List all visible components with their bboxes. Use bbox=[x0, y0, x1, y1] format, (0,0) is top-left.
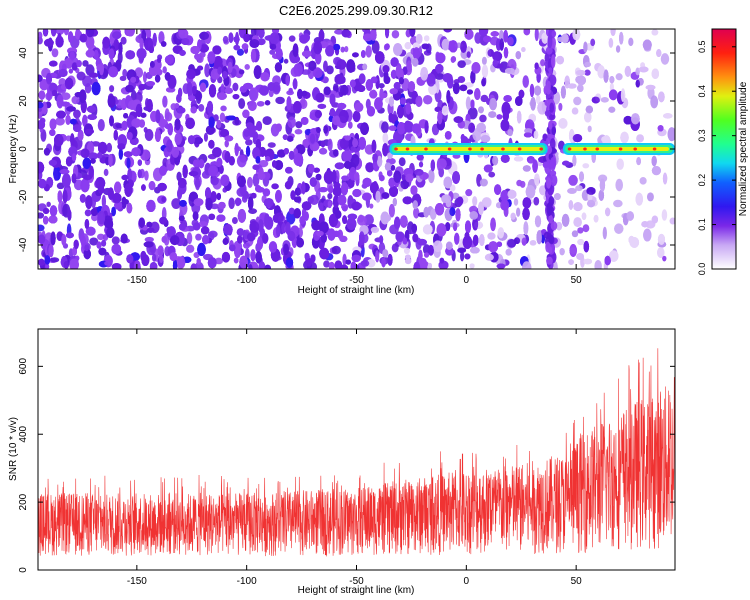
spectrogram-y-tick-label: -40 bbox=[18, 237, 29, 252]
snr-x-tick-label: 0 bbox=[464, 576, 470, 587]
signal-band-peak bbox=[501, 147, 505, 151]
colorbar-tick-label: 0.1 bbox=[697, 218, 707, 231]
signal-band bbox=[389, 143, 675, 155]
snr-x-label: Height of straight line (km) bbox=[298, 585, 415, 596]
snr-series-line bbox=[38, 348, 675, 557]
signal-band-peak bbox=[447, 147, 452, 151]
colorbar-label: Normalized spectral amplitude bbox=[738, 81, 749, 216]
signal-band-peak bbox=[567, 147, 572, 151]
spectrogram-x-tick-label: -100 bbox=[237, 275, 257, 286]
spectrogram-y-label: Frequency (Hz) bbox=[8, 115, 19, 184]
signal-band-peak bbox=[618, 147, 623, 151]
snr-x-tick-label: -50 bbox=[349, 576, 364, 587]
snr-y-ticks: 0 200 400 600 bbox=[18, 358, 675, 573]
signal-band-peak bbox=[468, 147, 472, 151]
spectrogram-y-tick-label: 20 bbox=[18, 95, 29, 107]
snr-y-label: SNR (10 * v/v) bbox=[8, 417, 19, 481]
spectrogram-x-label: Height of straight line (km) bbox=[298, 285, 415, 296]
spectrogram-panel: -150 -100 -50 0 50 -40 -20 0 20 40 Height of str… bbox=[8, 28, 676, 296]
signal-band-peak bbox=[517, 147, 522, 151]
signal-band-peak bbox=[583, 147, 587, 151]
snr-y-tick-label: 600 bbox=[18, 358, 29, 375]
spectrogram-y-tick-label: -20 bbox=[18, 189, 29, 204]
colorbar-ticks: 0.0 0.1 0.2 0.3 0.4 0.5 bbox=[697, 41, 736, 276]
colorbar-tick-label: 0.3 bbox=[697, 129, 707, 142]
spectrogram-y-tick-label: 0 bbox=[18, 146, 29, 152]
spectrogram-y-ticks: -40 -20 0 20 40 bbox=[18, 47, 675, 252]
spectrogram-x-tick-label: -150 bbox=[127, 275, 147, 286]
figure-title: C2E6.2025.299.09.30.R12 bbox=[279, 3, 433, 18]
snr-x-tick-label: -150 bbox=[127, 576, 147, 587]
spectrogram-x-ticks: -150 -100 -50 0 50 bbox=[127, 29, 582, 286]
snr-panel: -150 -100 -50 0 50 0 200 400 600 Height of stra… bbox=[8, 328, 676, 596]
signal-band-peak bbox=[405, 147, 410, 151]
signal-band-peak bbox=[652, 147, 657, 151]
signal-band-peak bbox=[480, 147, 484, 151]
signal-band-peak bbox=[595, 147, 600, 151]
signal-band-peak bbox=[539, 147, 544, 151]
snr-x-ticks: -150 -100 -50 0 50 bbox=[127, 329, 582, 587]
colorbar-tick-label: 0.4 bbox=[697, 85, 707, 98]
snr-x-tick-label: 50 bbox=[571, 576, 583, 587]
colorbar-tick-label: 0.0 bbox=[697, 263, 707, 276]
snr-y-tick-label: 200 bbox=[18, 493, 29, 510]
colorbar-tick-label: 0.5 bbox=[697, 41, 707, 54]
spectrogram-x-tick-label: 0 bbox=[464, 275, 470, 286]
signal-band-peak bbox=[394, 147, 398, 151]
snr-x-tick-label: -100 bbox=[237, 576, 257, 587]
colorbar-gradient bbox=[711, 28, 737, 270]
snr-y-tick-label: 400 bbox=[18, 425, 29, 442]
spectrogram-y-tick-label: 40 bbox=[18, 47, 29, 59]
snr-y-tick-label: 0 bbox=[18, 567, 29, 573]
signal-band-peak bbox=[424, 147, 428, 151]
colorbar-tick-label: 0.2 bbox=[697, 174, 707, 187]
spectrogram-x-tick-label: 50 bbox=[571, 275, 583, 286]
colorbar: 0.0 0.1 0.2 0.3 0.4 0.5 Normalized spectral a… bbox=[697, 28, 749, 276]
spectrogram-x-tick-label: -50 bbox=[349, 275, 364, 286]
spectrogram-heatmap bbox=[38, 29, 675, 269]
signal-band-peak bbox=[633, 147, 637, 151]
